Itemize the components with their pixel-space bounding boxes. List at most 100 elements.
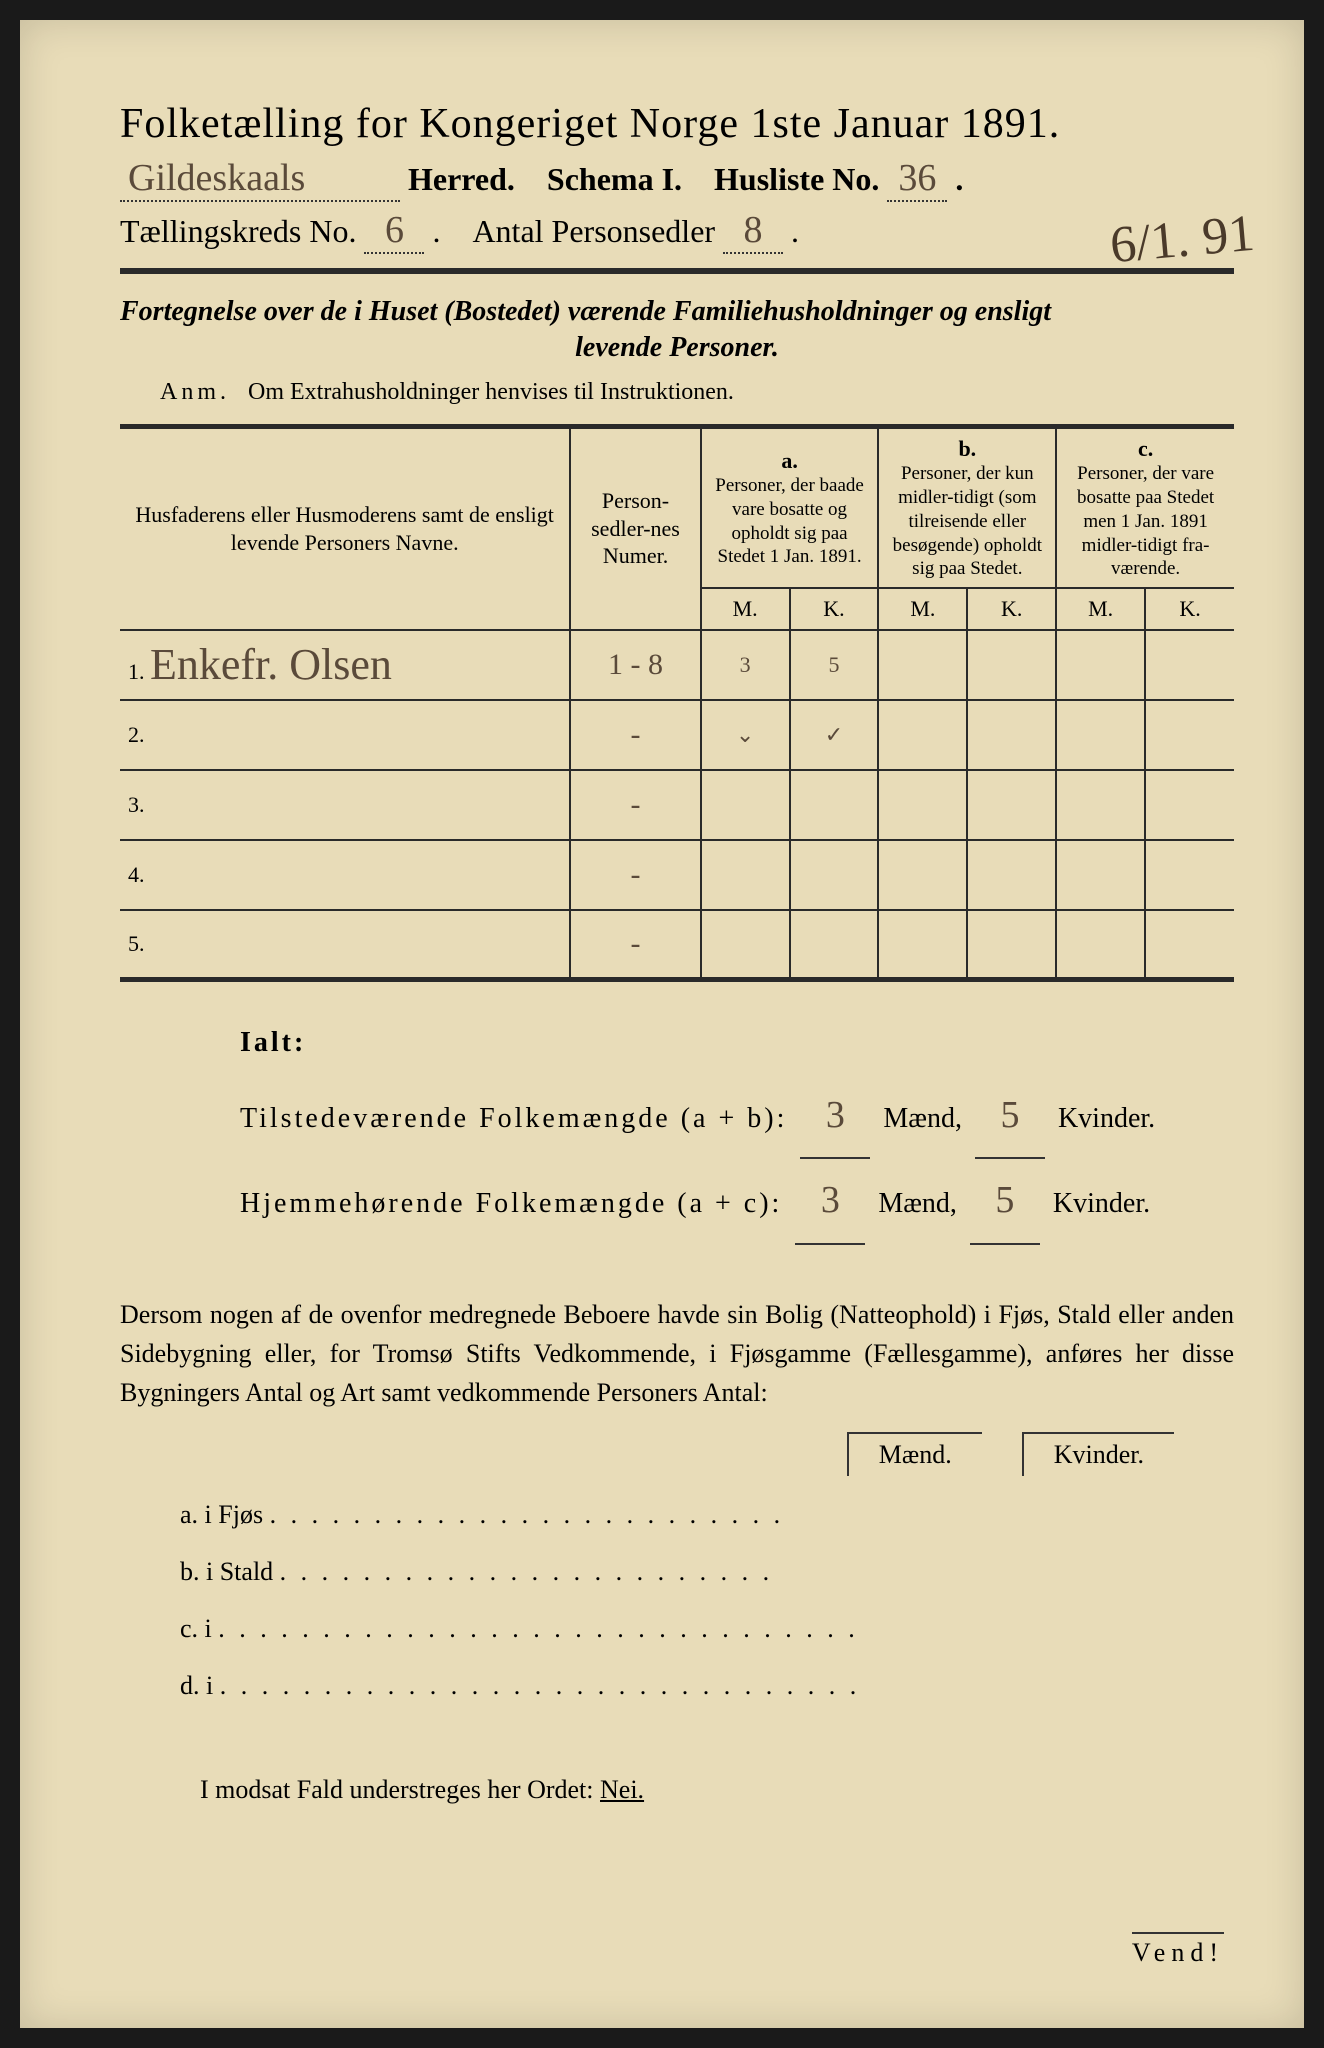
col-header-name: Husfaderens eller Husmoderens samt de en… [120, 426, 570, 629]
row-ck-cell [1145, 630, 1234, 700]
subtitle-line1: Fortegnelse over de i Huset (Bostedet) v… [120, 296, 1051, 327]
page-title: Folketælling for Kongeriget Norge 1ste J… [120, 100, 1234, 148]
table-row: 5. - [120, 910, 1234, 980]
col-c-k: K. [1145, 588, 1234, 630]
row-name-cell: 1. Enkefr. Olsen [120, 630, 570, 700]
tilstede-k: 5 [975, 1074, 1045, 1160]
mk-kvinder: Kvinder. [1022, 1432, 1174, 1476]
census-form-page: Folketælling for Kongeriget Norge 1ste J… [20, 20, 1304, 2028]
building-list: a. i Fjøs . . . . . . . . . . . . . . . … [180, 1486, 1234, 1715]
mk-column-header: Mænd. Kvinder. [120, 1432, 1234, 1476]
col-c-m: M. [1056, 588, 1145, 630]
nei-line: I modsat Fald understreges her Ordet: Ne… [200, 1775, 1234, 1805]
list-item-c: c. i . . . . . . . . . . . . . . . . . .… [180, 1600, 1234, 1657]
husliste-value: 36 [887, 156, 947, 202]
row-ck-cell [1145, 840, 1234, 910]
subtitle-line2: levende Personer. [120, 330, 1234, 366]
table-row: 4. - [120, 840, 1234, 910]
antal-label: Antal Personsedler [472, 213, 715, 250]
row-bk-cell [967, 910, 1056, 980]
row-num-cell: - [570, 840, 700, 910]
row-ak-cell: ✓ [790, 700, 879, 770]
tilstede-m: 3 [800, 1074, 870, 1160]
schema-label: Schema I. [547, 161, 682, 198]
row-am-cell [701, 840, 790, 910]
mk-maend: Mænd. [847, 1432, 982, 1476]
row-cm-cell [1056, 770, 1145, 840]
row-ck-cell [1145, 770, 1234, 840]
list-item-a: a. i Fjøs . . . . . . . . . . . . . . . … [180, 1486, 1234, 1543]
col-header-c: c. Personer, der vare bosatte paa Stedet… [1056, 426, 1234, 588]
row-name-cell: 5. [120, 910, 570, 980]
row-num-cell: 1 - 8 [570, 630, 700, 700]
col-header-num: Person-sedler-nes Numer. [570, 426, 700, 629]
row-am-cell: ⌄ [701, 700, 790, 770]
building-paragraph: Dersom nogen af de ovenfor medregnede Be… [120, 1295, 1234, 1412]
col-a-k: K. [790, 588, 879, 630]
row-cm-cell [1056, 630, 1145, 700]
row-num-cell: - [570, 770, 700, 840]
row-ak-cell [790, 840, 879, 910]
row-name-cell: 3. [120, 770, 570, 840]
kreds-label: Tællingskreds No. [120, 213, 356, 250]
kreds-value: 6 [364, 208, 424, 254]
row-am-cell [701, 910, 790, 980]
row-bk-cell [967, 630, 1056, 700]
antal-value: 8 [723, 208, 783, 254]
table-row: 2. - ⌄ ✓ [120, 700, 1234, 770]
header-line-herred: Gildeskaals Herred. Schema I. Husliste N… [120, 156, 1234, 202]
table-row: 3. - [120, 770, 1234, 840]
herred-label: Herred. [408, 161, 515, 198]
row-bm-cell [878, 630, 967, 700]
census-table: Husfaderens eller Husmoderens samt de en… [120, 424, 1234, 982]
row-bm-cell [878, 910, 967, 980]
row-name-cell: 4. [120, 840, 570, 910]
anm-note: Anm. Om Extrahusholdninger henvises til … [160, 379, 1234, 406]
row-cm-cell [1056, 840, 1145, 910]
husliste-label: Husliste No. [714, 161, 879, 198]
row-bk-cell [967, 840, 1056, 910]
hjemme-m: 3 [795, 1159, 865, 1245]
table-row: 1. Enkefr. Olsen 1 - 8 3 5 [120, 630, 1234, 700]
row-am-cell [701, 770, 790, 840]
row-cm-cell [1056, 910, 1145, 980]
row-ak-cell [790, 910, 879, 980]
col-header-b: b. Personer, der kun midler-tidigt (som … [878, 426, 1056, 588]
list-item-b: b. i Stald . . . . . . . . . . . . . . .… [180, 1543, 1234, 1600]
row-cm-cell [1056, 700, 1145, 770]
row-ak-cell: 5 [790, 630, 879, 700]
row-num-cell: - [570, 700, 700, 770]
row-bm-cell [878, 770, 967, 840]
hjemme-line: Hjemmehørende Folkemængde (a + c): 3 Mæn… [240, 1159, 1234, 1245]
anm-text: Om Extrahusholdninger henvises til Instr… [248, 379, 734, 405]
col-header-a: a. Personer, der baade vare bosatte og o… [701, 426, 879, 588]
totals-block: Ialt: Tilstedeværende Folkemængde (a + b… [240, 1012, 1234, 1245]
row-ak-cell [790, 770, 879, 840]
kreds-dot: . [432, 213, 440, 250]
tilstede-line: Tilstedeværende Folkemængde (a + b): 3 M… [240, 1074, 1234, 1160]
row-am-cell: 3 [701, 630, 790, 700]
row-ck-cell [1145, 910, 1234, 980]
vend-label: Vend! [1132, 1932, 1224, 1968]
row-name-cell: 2. [120, 700, 570, 770]
husliste-dot: . [955, 161, 963, 198]
antal-dot: . [791, 213, 799, 250]
subtitle: Fortegnelse over de i Huset (Bostedet) v… [120, 294, 1234, 367]
row-ck-cell [1145, 700, 1234, 770]
nei-word: Nei. [600, 1775, 644, 1804]
table-body: 1. Enkefr. Olsen 1 - 8 3 5 2. - ⌄ ✓ 3. -… [120, 630, 1234, 980]
hjemme-k: 5 [970, 1159, 1040, 1245]
header-line-kreds: Tællingskreds No. 6 . Antal Personsedler… [120, 208, 1234, 254]
header-rule [120, 268, 1234, 274]
row-bm-cell [878, 700, 967, 770]
row-bk-cell [967, 770, 1056, 840]
col-b-k: K. [967, 588, 1056, 630]
list-item-d: d. i . . . . . . . . . . . . . . . . . .… [180, 1657, 1234, 1714]
table-head: Husfaderens eller Husmoderens samt de en… [120, 426, 1234, 629]
date-annotation: 6/1. 91 [1107, 204, 1256, 275]
col-a-m: M. [701, 588, 790, 630]
row-bk-cell [967, 700, 1056, 770]
col-b-m: M. [878, 588, 967, 630]
anm-prefix: Anm. [160, 379, 230, 405]
herred-value: Gildeskaals [120, 156, 400, 202]
